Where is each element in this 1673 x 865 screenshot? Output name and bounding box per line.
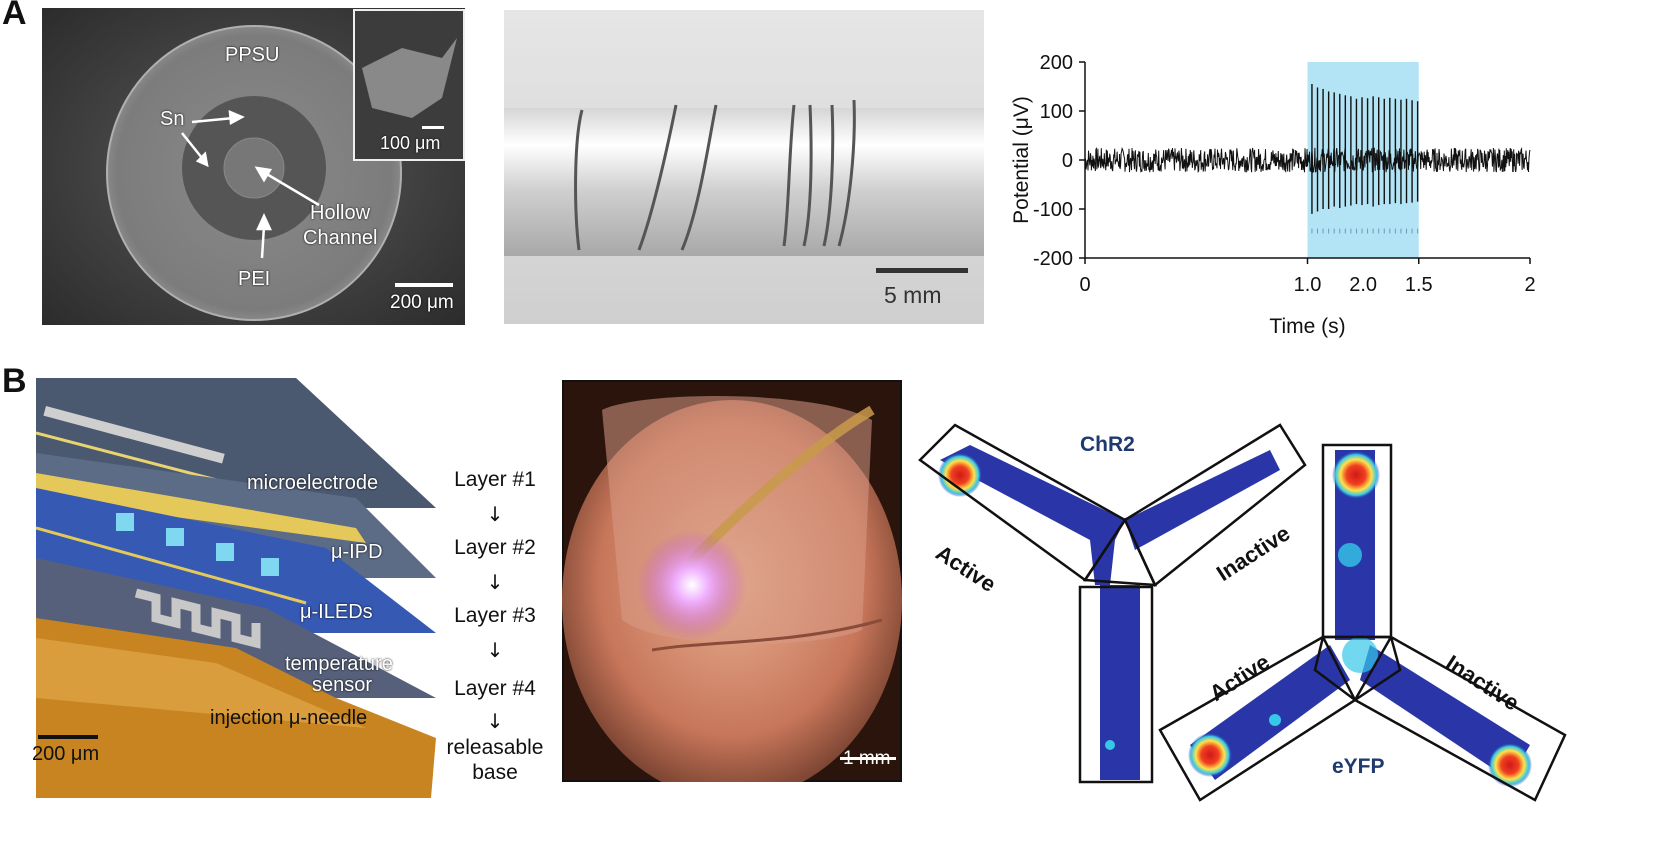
layer-3-label: Layer #3	[454, 604, 536, 627]
fingertip-graphic	[562, 382, 902, 800]
x-axis-label: Time (s)	[1269, 315, 1345, 338]
y-tick-label: 0	[1062, 150, 1073, 172]
probe-label-sensor: sensor	[312, 674, 373, 696]
x-tick-label: 2	[1524, 274, 1535, 296]
photo-fiber-wrapped-tube	[504, 10, 984, 324]
sem-graphic	[42, 8, 465, 325]
chart-potential-trace: 200 100 0 -100 -200 0 1.0 2.0 1.5 2 Time (s) Potent…	[1000, 40, 1560, 340]
y-axis-label: Potential (μV)	[1010, 96, 1033, 224]
sem-label-pei: PEI	[238, 268, 271, 290]
maze-chr2-title: ChR2	[1080, 433, 1135, 456]
chart-svg: 200 100 0 -100 -200 0 1.0 2.0 1.5 2 Time (s) Potent…	[1010, 52, 1536, 338]
sem-label-sn: Sn	[160, 108, 185, 130]
probe-scale-bar	[38, 735, 98, 739]
probe-label-ipd: μ-IPD	[331, 541, 383, 563]
sem-label-channel: Channel	[303, 227, 378, 249]
sem-label-hollow: Hollow	[310, 202, 371, 224]
x-tick-label: 1.5	[1405, 274, 1433, 296]
sem-label-ppsu: PPSU	[225, 44, 280, 66]
down-arrow-icon: ↓	[486, 570, 504, 594]
probe-label-iled: μ-ILEDs	[300, 601, 373, 623]
down-arrow-icon: ↓	[486, 502, 504, 526]
photo-fingertip-probe	[562, 380, 902, 800]
maze-eyfp	[1158, 443, 1567, 802]
down-arrow-icon: ↓	[486, 638, 504, 662]
sem-image-fiber-cross-section	[42, 8, 465, 325]
sem-scale-main: 200 μm	[390, 292, 454, 313]
fiber-photo-scale: 5 mm	[884, 282, 942, 308]
x-tick-label: 1.0	[1294, 274, 1322, 296]
probe-label-microelectrode: microelectrode	[247, 472, 379, 494]
y-tick-label: 100	[1040, 101, 1073, 123]
panel-label-a: A	[2, 0, 27, 32]
probe-label-needle: injection μ-needle	[210, 707, 368, 729]
fingertip-scale: 1 mm	[843, 748, 891, 769]
sem-scale-inset: 100 μm	[380, 133, 441, 153]
y-tick-label: 200	[1040, 52, 1073, 74]
y-tick-label: -200	[1033, 248, 1073, 270]
layer-4-label: Layer #4	[454, 677, 536, 700]
layer-2-label: Layer #2	[454, 536, 536, 559]
probe-graphic	[35, 378, 436, 798]
probe-label-temperature: temperature	[285, 653, 393, 675]
x-tick-label: 2.0	[1349, 274, 1377, 296]
fiber-photo-graphic	[504, 10, 984, 324]
base-label: base	[472, 761, 518, 784]
y-tick-label: -100	[1033, 199, 1073, 221]
x-tick-label: 0	[1079, 274, 1090, 296]
down-arrow-icon: ↓	[486, 709, 504, 733]
noise-trace	[1084, 146, 1531, 174]
maze-chr2	[918, 423, 1307, 784]
maze-eyfp-title: eYFP	[1332, 755, 1385, 778]
ymaze-heatmaps	[910, 415, 1570, 805]
ymaze-graphic	[918, 423, 1567, 802]
probe-scale-label: 200 μm	[32, 743, 100, 765]
layer-1-label: Layer #1	[454, 468, 536, 491]
panel-label-b: B	[2, 362, 27, 400]
releasable-label: releasable	[446, 736, 544, 759]
probe-layers-image	[35, 378, 436, 798]
